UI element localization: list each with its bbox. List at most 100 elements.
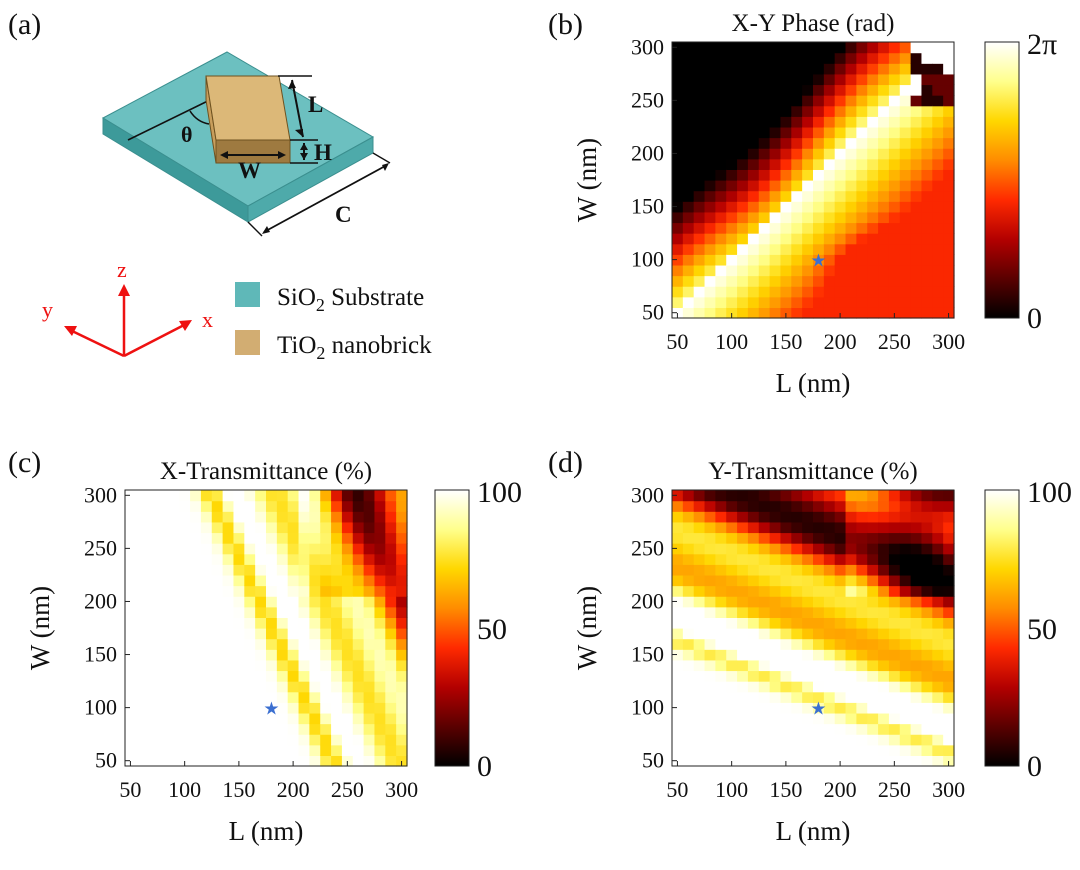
heatmap-cell (899, 180, 912, 192)
heatmap-cell (823, 211, 836, 224)
heatmap-cell (769, 222, 782, 234)
heatmap-cell (179, 681, 191, 693)
heatmap-cell (309, 649, 321, 661)
heatmap-cell (888, 84, 901, 96)
heatmap-cell (726, 691, 738, 703)
colorbar-mid-label: 50 (1027, 613, 1057, 646)
heatmap-cell (715, 286, 727, 298)
heatmap-cell (834, 500, 847, 512)
heatmap-cell (878, 222, 890, 234)
heatmap-cell (244, 681, 256, 693)
heatmap-cell (899, 42, 912, 54)
heatmap-cell (878, 521, 890, 534)
heatmap-cell (179, 755, 191, 767)
heatmap-cell (125, 659, 137, 672)
heatmap-cell (747, 296, 760, 308)
heatmap-cell (704, 585, 716, 597)
heatmap-cell (867, 116, 879, 128)
heatmap-cell (320, 574, 332, 587)
chart-title: X-Transmittance (%) (160, 458, 372, 485)
heatmap-cell (233, 734, 245, 746)
heatmap-cell (737, 169, 749, 181)
heatmap-cell (813, 670, 825, 682)
heatmap-cell (856, 286, 868, 298)
heatmap-cell (396, 532, 408, 544)
x-tick-label: 250 (331, 777, 364, 802)
heatmap-cell (813, 606, 825, 618)
heatmap-cell (747, 42, 760, 54)
heatmap-cell (672, 617, 684, 629)
heatmap-cell (856, 95, 868, 107)
heatmap-cell (255, 532, 267, 544)
heatmap-cell (385, 500, 397, 512)
heatmap-cell (823, 158, 836, 170)
heatmap-cell (704, 659, 716, 672)
heatmap-cell (780, 233, 792, 245)
heatmap-cell (932, 712, 944, 725)
heatmap-cell (704, 553, 716, 565)
heatmap-cell (363, 606, 376, 618)
heatmap-cell (813, 543, 825, 555)
y-tick-label: 100 (631, 247, 664, 272)
heatmap-cell (737, 638, 749, 650)
heatmap-cell (845, 233, 857, 245)
heatmap-cell (932, 116, 944, 128)
heatmap-cell (802, 254, 814, 266)
heatmap-cell (910, 286, 923, 298)
heatmap-cell (932, 532, 944, 544)
heatmap-cell (266, 543, 278, 555)
heatmap-cell (363, 744, 376, 756)
heatmap-cell (125, 511, 137, 523)
heatmap-cell (276, 553, 289, 565)
heatmap-cell (266, 500, 278, 512)
dim-arrow-L (291, 79, 304, 138)
heatmap-cell (737, 52, 749, 64)
heatmap-cell (910, 628, 923, 640)
heatmap-cell (910, 169, 923, 181)
heatmap-cell (758, 126, 771, 139)
heatmap-cell (932, 617, 944, 629)
heatmap-cell (780, 148, 792, 160)
heatmap-cell (932, 553, 944, 565)
heatmap-cell (157, 617, 169, 629)
panel-label-d: (d) (548, 446, 583, 479)
heatmap-cell (331, 755, 343, 767)
angle-theta-label: θ (181, 122, 192, 147)
heatmap-cell (867, 712, 879, 725)
heatmap-cell (298, 712, 310, 725)
heatmap-cell (704, 169, 716, 181)
heatmap-cell (726, 63, 738, 75)
heatmap-cell (791, 511, 803, 523)
heatmap-cell (672, 254, 684, 266)
heatmap-cell (769, 628, 782, 640)
heatmap-cell (135, 606, 148, 618)
heatmap-cell (309, 585, 321, 597)
panel-label-c: (c) (8, 446, 41, 479)
heatmap-cell (737, 254, 749, 266)
heatmap-cell (672, 723, 684, 735)
heatmap-cell (921, 126, 933, 139)
heatmap-cell (200, 649, 213, 661)
heatmap-cell (682, 116, 695, 128)
heatmap-cell (363, 564, 376, 576)
heatmap-cell (200, 617, 213, 629)
heatmap-cell (244, 574, 256, 587)
heatmap-cell (823, 42, 836, 54)
heatmap-cell (747, 553, 760, 565)
heatmap-cell (791, 84, 803, 96)
heatmap-cell (888, 628, 901, 640)
heatmap-cell (802, 158, 814, 170)
heatmap-cell (867, 148, 879, 160)
heatmap-cell (682, 201, 695, 213)
heatmap-cell (255, 596, 267, 608)
heatmap-cell (769, 521, 782, 534)
heatmap-cell (747, 691, 760, 703)
heatmap-cell (813, 211, 825, 224)
heatmap-cell (747, 585, 760, 597)
heatmap-cell (190, 500, 202, 512)
heatmap-cell (769, 233, 782, 245)
heatmap-cell (834, 712, 847, 725)
heatmap-cell (747, 254, 760, 266)
heatmap-cell (135, 670, 148, 682)
